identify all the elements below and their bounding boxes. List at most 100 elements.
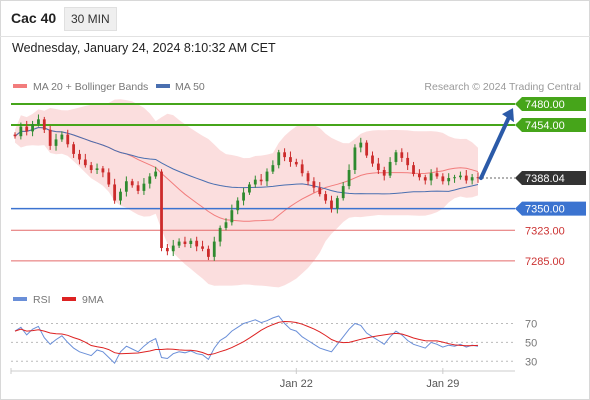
ma20-legend-swatch <box>13 84 27 88</box>
candle-body <box>212 241 216 257</box>
candle-body <box>66 134 70 145</box>
candle-body <box>236 200 240 211</box>
candle-body <box>388 161 392 176</box>
candle-body <box>89 165 93 170</box>
candle-body <box>406 157 410 166</box>
candle-body <box>107 172 111 185</box>
candle-body <box>248 184 251 193</box>
candle-body <box>335 198 339 209</box>
level-tag-pivot <box>515 201 586 216</box>
candle-body <box>54 139 58 146</box>
level-tag-target <box>515 97 586 112</box>
rsi-tick-label: 70 <box>525 319 537 331</box>
rsi-legend-swatch <box>13 297 27 301</box>
candle-body <box>300 164 304 174</box>
candle-body <box>171 245 175 252</box>
candle-body <box>124 181 128 192</box>
candle-body <box>271 165 275 172</box>
candle-body <box>60 134 64 140</box>
candle-body <box>207 248 210 257</box>
candle-body <box>253 179 257 185</box>
support-level-label: 7323.00 <box>525 225 565 237</box>
rsi-ma-line <box>14 320 479 356</box>
candle-body <box>353 147 357 170</box>
candle-body <box>459 175 462 178</box>
candle-body <box>283 152 286 158</box>
candle-body <box>371 155 374 164</box>
candle-body <box>142 183 146 191</box>
candle-body <box>31 124 34 132</box>
candle-body <box>324 194 328 201</box>
candle-body <box>382 169 386 176</box>
candle-body <box>376 163 380 170</box>
timeframe-button[interactable]: 30 MIN <box>64 7 117 31</box>
rsi-tick-label: 50 <box>525 337 537 349</box>
report-datetime: Wednesday, January 24, 2024 8:10:32 AM C… <box>12 41 276 55</box>
candle-body <box>318 187 322 195</box>
candle-body <box>417 174 421 178</box>
candle-body <box>72 144 76 154</box>
candle-body <box>42 119 46 130</box>
candle-body <box>148 176 152 184</box>
ma50-legend-swatch <box>156 84 170 88</box>
candle-body <box>306 173 310 182</box>
candle-body <box>464 175 468 181</box>
candle-body <box>195 240 199 247</box>
candle-body <box>429 173 433 181</box>
candle-body <box>13 134 17 137</box>
last-price-tag <box>515 171 586 186</box>
x-tick-label: Jan 22 <box>280 378 313 390</box>
candle-body <box>277 152 281 166</box>
candle-body <box>113 184 117 201</box>
candle-body <box>160 171 163 249</box>
candle-body <box>259 179 263 182</box>
candle-body <box>447 178 451 182</box>
level-tag-label: 7350.00 <box>525 204 565 216</box>
candle-body <box>37 119 40 125</box>
ma20-legend-label: MA 20 + Bollinger Bands <box>33 81 148 93</box>
candle-body <box>470 177 474 181</box>
candle-body <box>289 157 292 162</box>
candle-body <box>441 176 445 182</box>
level-tag-target <box>515 117 586 132</box>
candle-body <box>400 152 404 158</box>
last-price-label: 7388.04 <box>525 173 565 185</box>
candle-body <box>230 210 234 223</box>
candle-body <box>218 227 222 242</box>
candle-body <box>265 171 269 182</box>
candle-body <box>423 177 427 181</box>
candle-body <box>78 153 81 160</box>
candle-body <box>130 181 134 186</box>
bollinger-band <box>15 99 478 288</box>
candle-body <box>312 181 316 188</box>
candle-body <box>453 177 456 179</box>
level-tag-label: 7454.00 <box>525 120 565 132</box>
candle-body <box>294 161 298 165</box>
copyright-text: Research © 2024 Trading Central <box>424 81 581 93</box>
level-tag-label: 7480.00 <box>525 99 565 111</box>
ma50-line <box>14 126 479 195</box>
candle-body <box>365 142 369 156</box>
candle-body <box>95 168 99 170</box>
instrument-title: Cac 40 <box>11 10 57 26</box>
candle-body <box>359 142 363 148</box>
rsi-tick-label: 30 <box>525 356 537 368</box>
candle-body <box>19 126 23 137</box>
rsi-legend-label: RSI <box>33 294 51 306</box>
candle-body <box>394 152 398 162</box>
rsi-ma-legend-label: 9MA <box>82 294 104 306</box>
candle-body <box>435 173 439 177</box>
candle-body <box>347 169 351 187</box>
ma50-legend-label: MA 50 <box>175 81 205 93</box>
forecast-arrow-shaft <box>479 115 511 181</box>
candle-body <box>101 168 105 173</box>
candle-body <box>330 200 333 209</box>
candle-body <box>242 192 245 201</box>
candle-body <box>136 185 140 191</box>
candle-body <box>83 159 87 166</box>
x-tick-label: Jan 29 <box>426 378 459 390</box>
candle-body <box>165 248 169 252</box>
forecast-arrow-head <box>502 108 514 123</box>
candle-body <box>154 171 158 177</box>
